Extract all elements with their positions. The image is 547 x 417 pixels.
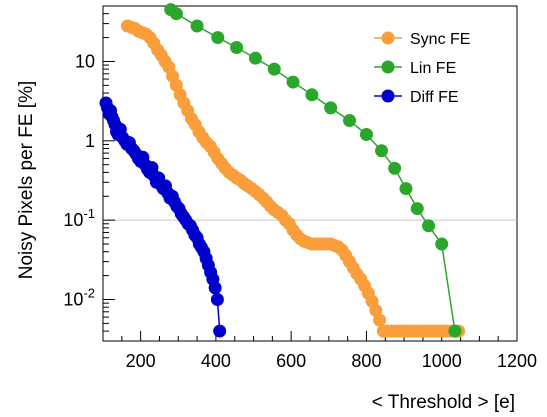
y-axis-title: Noisy Pixels per FE [%]: [16, 81, 37, 280]
legend-label: Sync FE: [410, 31, 470, 48]
data-point: [343, 114, 357, 128]
series-lin-fe: [164, 3, 462, 338]
data-point: [369, 303, 383, 317]
data-point: [375, 144, 389, 158]
legend-marker: [381, 60, 395, 74]
data-point: [248, 51, 262, 65]
data-point: [410, 202, 424, 216]
data-point: [211, 31, 225, 45]
data-point: [208, 281, 222, 295]
legend-label: Lin FE: [410, 60, 456, 77]
legend-item: Sync FE: [374, 31, 470, 48]
data-point: [210, 293, 224, 307]
data-point: [359, 128, 373, 142]
legend: Sync FE Lin FE Diff FE: [374, 31, 470, 106]
y-tick-label: 10-1: [63, 206, 95, 230]
legend-marker: [381, 31, 395, 45]
series-layer: [99, 3, 466, 338]
legend-marker: [381, 89, 395, 103]
legend-label: Diff FE: [410, 89, 459, 106]
data-point: [388, 161, 402, 175]
data-point: [448, 324, 462, 338]
y-tick-label: 10-2: [63, 286, 95, 310]
y-tick-label: 1: [85, 131, 95, 151]
y-tick-label: 10: [75, 51, 95, 71]
data-point: [230, 40, 244, 54]
data-point: [373, 313, 387, 327]
x-axis-title: < Threshold > [e]: [372, 392, 515, 413]
x-tick-label: 200: [126, 351, 156, 371]
data-point: [267, 62, 281, 76]
series-diff-fe: [99, 96, 227, 338]
data-point: [324, 101, 338, 115]
x-tick-label: 800: [351, 351, 381, 371]
y-axis-ticks: 10 1 10-1 10-2: [63, 5, 115, 342]
legend-item: Diff FE: [374, 89, 459, 106]
series-sync-fe: [120, 19, 466, 338]
x-tick-label: 1200: [497, 351, 537, 371]
data-point: [286, 75, 300, 89]
data-point: [169, 7, 183, 21]
data-point: [435, 237, 449, 251]
data-point: [399, 182, 413, 196]
legend-item: Lin FE: [374, 60, 456, 77]
x-tick-label: 600: [276, 351, 306, 371]
data-point: [213, 324, 227, 338]
data-point: [190, 19, 204, 33]
data-point: [305, 88, 319, 102]
x-tick-label: 1000: [422, 351, 462, 371]
data-point: [422, 219, 436, 233]
x-tick-label: 400: [201, 351, 231, 371]
